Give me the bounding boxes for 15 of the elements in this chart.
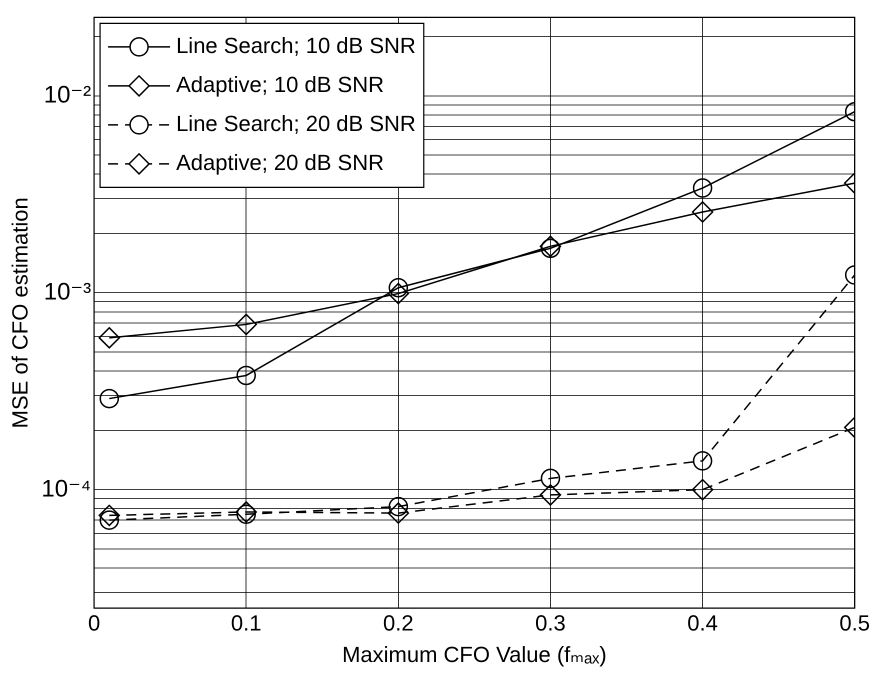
x-tick-label: 0.1 <box>230 610 262 636</box>
x-tick-label: 0.4 <box>687 610 718 636</box>
x-tick-label: 0 <box>88 610 100 636</box>
legend-label: Adaptive; 20 dB SNR <box>176 150 384 175</box>
x-tick-label: 0.5 <box>839 610 870 636</box>
x-axis-title: Maximum CFO Value (fₘₐₓ) <box>342 642 607 667</box>
legend-label: Line Search; 10 dB SNR <box>176 32 416 58</box>
y-tick-label: 10⁻³ <box>44 278 92 306</box>
y-axis-title: MSE of CFO estimation <box>7 197 32 428</box>
x-tick-label: 0.2 <box>383 610 414 636</box>
legend-label: Adaptive; 10 dB SNR <box>176 72 384 97</box>
x-tick-label: 0.3 <box>535 610 566 636</box>
y-tick-label: 10⁻² <box>44 81 92 108</box>
y-tick-label: 10⁻⁴ <box>41 475 92 502</box>
legend-label: Line Search; 20 dB SNR <box>176 110 416 136</box>
